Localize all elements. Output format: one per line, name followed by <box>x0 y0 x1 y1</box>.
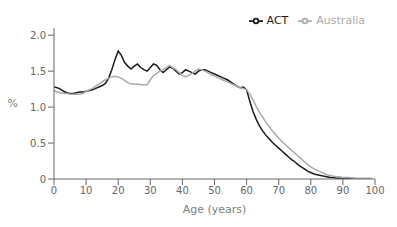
svg-text:100: 100 <box>365 185 384 196</box>
svg-text:50: 50 <box>208 185 221 196</box>
svg-text:40: 40 <box>176 185 189 196</box>
svg-text:1.5: 1.5 <box>30 66 46 77</box>
svg-text:80: 80 <box>304 185 317 196</box>
html-text:Australia: Australia <box>316 14 365 27</box>
svg-text:0.5: 0.5 <box>30 138 46 149</box>
svg-text:60: 60 <box>240 185 253 196</box>
svg-text:70: 70 <box>272 185 285 196</box>
svg-text:90: 90 <box>337 185 350 196</box>
svg-text:%: % <box>8 97 18 110</box>
svg-text:20: 20 <box>112 185 125 196</box>
svg-text:Age (years): Age (years) <box>183 203 247 216</box>
svg-text:0: 0 <box>51 185 57 196</box>
svg-text:0: 0 <box>40 174 46 185</box>
svg-text:2.0: 2.0 <box>30 30 46 41</box>
svg-text:1.0: 1.0 <box>30 102 46 113</box>
svg-text:30: 30 <box>144 185 157 196</box>
html-text:ACT: ACT <box>266 14 289 27</box>
svg-text:10: 10 <box>80 185 93 196</box>
